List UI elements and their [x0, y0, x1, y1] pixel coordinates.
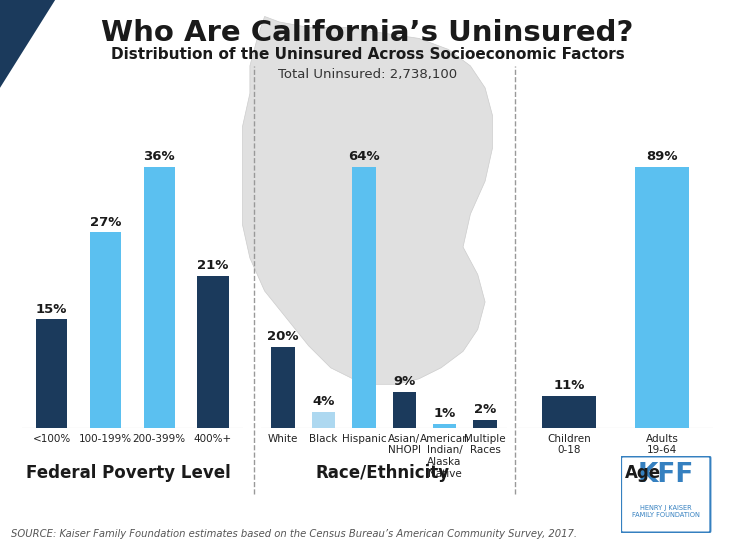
Text: 64%: 64% — [348, 150, 380, 163]
Text: SOURCE: Kaiser Family Foundation estimates based on the Census Bureau’s American: SOURCE: Kaiser Family Foundation estimat… — [11, 529, 577, 539]
Bar — [312, 412, 335, 428]
Text: 27%: 27% — [90, 216, 121, 228]
Text: 36%: 36% — [143, 150, 175, 163]
Text: 9%: 9% — [393, 374, 415, 388]
Bar — [473, 420, 497, 428]
Text: Total Uninsured: 2,738,100: Total Uninsured: 2,738,100 — [278, 68, 457, 81]
Bar — [542, 396, 596, 428]
Text: 11%: 11% — [553, 379, 585, 392]
Text: KFF: KFF — [637, 462, 694, 488]
Text: Race/Ethnicity: Race/Ethnicity — [315, 464, 449, 482]
Text: Federal Poverty Level: Federal Poverty Level — [26, 464, 231, 482]
Bar — [90, 232, 121, 428]
Text: 89%: 89% — [646, 150, 678, 163]
Text: 1%: 1% — [434, 407, 456, 420]
Text: 21%: 21% — [197, 259, 229, 272]
Bar — [198, 276, 229, 428]
Bar — [143, 167, 175, 428]
Text: 15%: 15% — [36, 302, 68, 316]
Text: Who Are California’s Uninsured?: Who Are California’s Uninsured? — [101, 19, 634, 47]
Text: 20%: 20% — [268, 330, 299, 343]
Bar — [635, 167, 689, 428]
Bar — [392, 391, 416, 428]
Text: Age: Age — [625, 464, 662, 482]
Text: 2%: 2% — [474, 403, 496, 416]
Bar — [271, 346, 295, 428]
Bar — [36, 320, 67, 428]
Text: Distribution of the Uninsured Across Socioeconomic Factors: Distribution of the Uninsured Across Soc… — [111, 47, 624, 61]
Text: 4%: 4% — [312, 395, 334, 408]
Bar — [433, 424, 456, 428]
Text: HENRY J KAISER
FAMILY FOUNDATION: HENRY J KAISER FAMILY FOUNDATION — [632, 505, 700, 518]
Bar — [352, 167, 376, 428]
